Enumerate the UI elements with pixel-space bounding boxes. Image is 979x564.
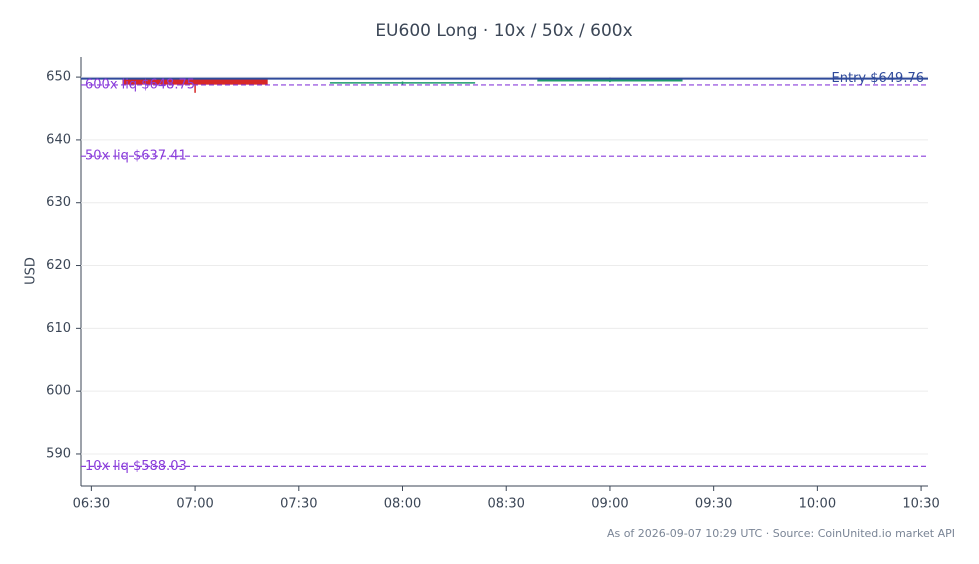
candle-body: [537, 78, 683, 82]
candle-body: [122, 78, 268, 85]
candle-body: [329, 82, 476, 84]
level-label: 600x liq $648.75: [85, 77, 195, 92]
x-tick-label: 10:30: [902, 497, 939, 512]
y-tick-label: 610: [46, 321, 71, 336]
y-tick-label: 650: [46, 70, 71, 85]
footer: As of 2026-09-07 10:29 UTC · Source: Coi…: [607, 527, 955, 540]
x-tick-label: 07:00: [176, 497, 213, 512]
y-tick-label: 640: [46, 132, 71, 147]
y-tick-label: 600: [46, 384, 71, 399]
level-label: Entry $649.76: [832, 71, 924, 86]
x-tick-label: 06:30: [73, 497, 110, 512]
level-label: 50x liq $637.41: [85, 149, 187, 164]
x-tick-label: 07:30: [280, 497, 317, 512]
y-axis-label: USD: [24, 257, 39, 285]
x-tick-label: 08:30: [487, 497, 524, 512]
y-tick-label: 590: [46, 446, 71, 461]
level-label: 10x liq $588.03: [85, 459, 187, 474]
chart-title: EU600 Long · 10x / 50x / 600x: [375, 21, 632, 41]
x-tick-label: 09:30: [695, 497, 732, 512]
y-tick-label: 620: [46, 258, 71, 273]
x-tick-label: 10:00: [799, 497, 836, 512]
x-tick-label: 08:00: [384, 497, 421, 512]
x-tick-label: 09:00: [591, 497, 628, 512]
y-tick-label: 630: [46, 195, 71, 210]
